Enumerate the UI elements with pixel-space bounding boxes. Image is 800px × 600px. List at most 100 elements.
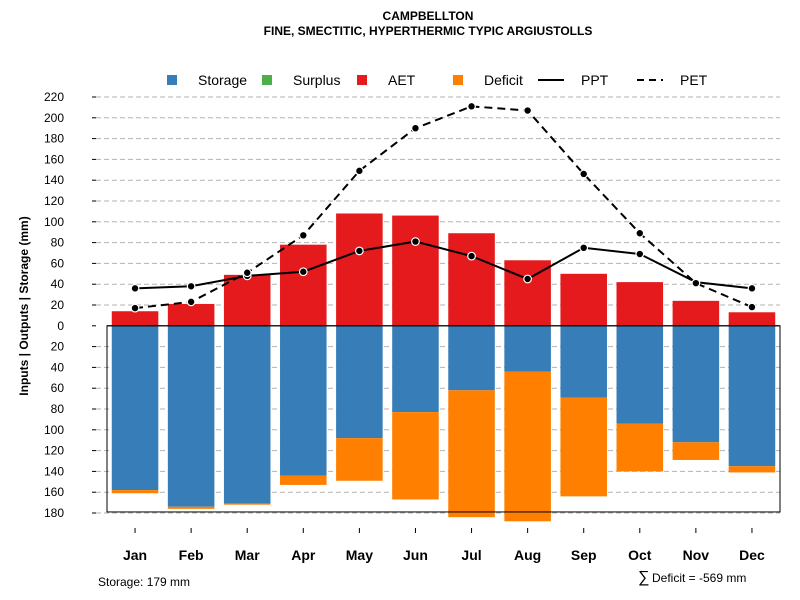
ppt-point	[298, 267, 308, 277]
y-tick-label: 140	[44, 173, 64, 187]
storage-bar	[392, 325, 439, 413]
aet-bar	[560, 273, 607, 326]
x-tick-label: Apr	[291, 547, 316, 563]
storage-bar	[448, 325, 495, 391]
x-tick-label: Feb	[179, 547, 204, 563]
deficit-bar	[560, 397, 607, 497]
pet-point	[691, 278, 701, 288]
legend-swatch	[167, 75, 177, 85]
storage-note: Storage: 179 mm	[98, 575, 190, 589]
pet-point	[467, 101, 476, 111]
legend-label: Surplus	[293, 72, 340, 88]
x-tick-label: Jul	[461, 547, 481, 563]
legend-label: Deficit	[484, 72, 523, 88]
sum-symbol: ∑	[638, 569, 649, 586]
deficit-bar	[672, 442, 720, 460]
legend-swatch	[357, 75, 367, 85]
storage-bar	[560, 325, 607, 398]
legend-label: PPT	[581, 72, 609, 88]
deficit-bar	[167, 506, 215, 509]
ppt-point	[186, 281, 196, 291]
y-tick-label: 0	[57, 319, 64, 333]
deficit-bar	[280, 475, 327, 485]
x-tick-label: Jun	[403, 547, 428, 563]
storage-bar	[728, 325, 776, 467]
aet-bar	[280, 244, 327, 326]
chart-title: CAMPBELLTON	[383, 9, 474, 23]
deficit-bar	[223, 503, 271, 505]
y-tick-label: 40	[51, 277, 65, 291]
storage-bar	[616, 325, 664, 424]
ppt-point	[747, 283, 757, 293]
legend-swatch	[453, 75, 463, 85]
pet-point	[523, 106, 533, 115]
legend-label: PET	[680, 72, 708, 88]
storage-bar	[336, 325, 383, 439]
aet-bar	[392, 215, 439, 326]
deficit-bar	[616, 423, 664, 472]
ppt-point	[467, 251, 476, 261]
x-tick-label: Sep	[571, 547, 597, 563]
aet-bar	[728, 312, 776, 326]
deficit-note: Deficit = -569 mm	[652, 571, 746, 585]
deficit-bar	[336, 438, 383, 481]
pet-point	[242, 268, 252, 278]
pet-point	[186, 297, 196, 307]
aet-bar	[448, 233, 495, 326]
y-tick-label: 120	[44, 444, 64, 458]
legend-swatch	[262, 75, 272, 85]
lines	[130, 101, 757, 313]
y-tick-label: 20	[51, 298, 65, 312]
ppt-point	[130, 283, 140, 293]
pet-point	[354, 166, 364, 176]
x-tick-label: Jan	[123, 547, 147, 563]
y-tick-label: 80	[51, 236, 65, 250]
aet-bar	[336, 213, 383, 326]
pet-point	[298, 230, 308, 240]
y-tick-label: 20	[51, 340, 65, 354]
storage-bar	[672, 325, 720, 443]
storage-bar	[280, 325, 327, 476]
ppt-point	[635, 249, 645, 259]
storage-bar	[111, 325, 159, 491]
deficit-bar	[392, 412, 439, 500]
storage-bar	[167, 325, 215, 507]
x-tick-label: May	[346, 547, 373, 563]
storage-bar	[504, 325, 551, 372]
x-tick-label: Dec	[739, 547, 765, 563]
deficit-bar	[728, 466, 776, 473]
y-tick-label: 120	[44, 194, 64, 208]
pet-point	[130, 303, 140, 313]
aet-bar	[672, 300, 720, 326]
y-tick-label: 60	[51, 381, 65, 395]
x-tick-label: Aug	[514, 547, 541, 563]
y-tick-label: 160	[44, 485, 64, 499]
ppt-point	[523, 274, 533, 284]
y-tick-label: 100	[44, 215, 64, 229]
pet-point	[411, 123, 420, 133]
legend-label: Storage	[198, 72, 247, 88]
pet-point	[635, 228, 645, 238]
y-tick-label: 100	[44, 423, 64, 437]
y-tick-label: 180	[44, 506, 64, 520]
pet-point	[579, 169, 589, 179]
x-tick-label: Nov	[683, 547, 710, 563]
ppt-point	[579, 243, 589, 253]
y-tick-label: 200	[44, 111, 64, 125]
aet-bar	[223, 274, 271, 326]
x-tick-label: Oct	[628, 547, 652, 563]
legend-label: AET	[388, 72, 416, 88]
y-tick-label: 60	[51, 256, 65, 270]
pet-line	[134, 105, 753, 310]
deficit-bar	[448, 390, 495, 518]
deficit-bar	[504, 371, 551, 522]
storage-bar	[223, 325, 271, 504]
chart-subtitle: FINE, SMECTITIC, HYPERTHERMIC TYPIC ARGI…	[264, 24, 593, 38]
x-tick-label: Mar	[235, 547, 260, 563]
y-tick-label: 160	[44, 152, 64, 166]
y-tick-label: 40	[51, 360, 65, 374]
deficit-bar	[111, 490, 159, 494]
ppt-point	[411, 237, 420, 246]
aet-bar	[616, 282, 664, 326]
ppt-point	[354, 246, 364, 256]
